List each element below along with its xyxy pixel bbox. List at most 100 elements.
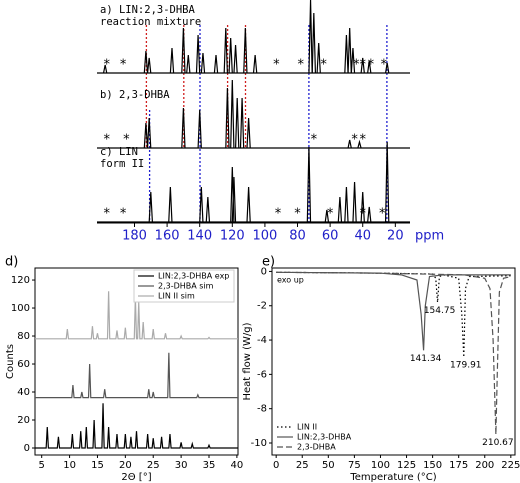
peak [205, 196, 211, 223]
peak-label: 210.67 [482, 438, 514, 448]
peak [223, 27, 228, 74]
x-tick-label: 30 [175, 460, 188, 471]
x-tick-label: 60 [322, 229, 339, 244]
x-tick-label: 160 [155, 229, 180, 244]
sideband-marker: * [359, 58, 366, 73]
peak [168, 186, 173, 223]
peak [200, 52, 206, 74]
spectrum-label: a) LIN:2,3-DHBA [100, 4, 196, 16]
peak [146, 57, 152, 74]
legend-label: LIN:2,3-DHBA exp [158, 272, 229, 281]
y-tick-label: 0 [261, 266, 267, 277]
sideband-marker: * [359, 133, 366, 148]
x-tick-label: 120 [220, 229, 245, 244]
y-tick-label: 80 [17, 331, 30, 342]
x-tick-label: 35 [203, 460, 216, 471]
peak [228, 37, 233, 74]
peak [148, 191, 153, 223]
sideband-marker: * [368, 58, 375, 73]
y-tick-label: 40 [17, 387, 30, 398]
x-tick-label: 25 [296, 460, 309, 471]
peak [169, 47, 175, 74]
x-tick-label: 180 [122, 229, 147, 244]
peak [199, 186, 204, 223]
panel-label: e) [262, 255, 275, 270]
x-tick-label: 80 [289, 229, 306, 244]
peak [357, 139, 362, 149]
x-tick-label: 100 [371, 460, 390, 471]
sideband-marker: * [123, 133, 130, 148]
x-tick-label: 100 [252, 229, 277, 244]
x-tick-label: 125 [397, 460, 416, 471]
x-tick-label: 175 [449, 460, 468, 471]
spectrum-label: form II [100, 158, 144, 170]
y-tick-label: -4 [257, 335, 267, 346]
y-tick-label: 60 [17, 359, 30, 370]
sideband-marker: * [353, 58, 360, 73]
sideband-marker: * [327, 207, 334, 222]
x-tick-label: 10 [63, 460, 76, 471]
peak [316, 42, 321, 74]
legend-label: 2,3-DHBA [297, 443, 336, 452]
peak [306, 146, 312, 223]
sideband-marker: * [298, 58, 305, 73]
x-tick-label: 0 [273, 460, 279, 471]
x-axis-label: 2Θ [°] [121, 472, 151, 483]
spectrum-label: c) LIN [100, 146, 138, 158]
sideband-marker: * [120, 207, 127, 222]
peak [231, 176, 237, 223]
sideband-marker: * [351, 133, 358, 148]
peak [186, 54, 191, 74]
annotation: exo up [277, 276, 304, 285]
y-tick-label: -10 [251, 438, 267, 449]
peak [234, 97, 240, 149]
peak [347, 27, 352, 74]
plot-frame [271, 267, 516, 456]
legend-label: LIN II sim [158, 292, 195, 301]
sideband-marker: * [294, 207, 301, 222]
x-tick-label: 25 [147, 460, 160, 471]
sideband-marker: * [381, 58, 388, 73]
x-tick-label: 200 [475, 460, 494, 471]
peak [384, 141, 390, 223]
x-tick-label: 140 [187, 229, 212, 244]
peak [360, 191, 365, 223]
y-tick-label: -6 [257, 369, 267, 380]
y-axis-label: Counts [5, 344, 16, 379]
sideband-marker: * [311, 133, 318, 148]
peak [230, 79, 235, 149]
peak [350, 47, 356, 74]
peak [344, 186, 349, 223]
peak [181, 107, 186, 149]
sideband-marker: * [120, 58, 127, 73]
peak [233, 44, 238, 74]
sideband-marker: * [273, 58, 280, 73]
plot-frame [34, 267, 239, 456]
sideband-marker: * [379, 207, 386, 222]
x-tick-label: 20 [119, 460, 132, 471]
legend-label: LIN:2,3-DHBA [297, 433, 352, 442]
peak [367, 60, 372, 74]
peak [352, 181, 357, 223]
peak-label: 141.34 [410, 354, 442, 364]
peak [181, 27, 186, 74]
peak [146, 117, 152, 149]
y-tick-label: -2 [257, 301, 267, 312]
x-tick-label: 225 [501, 460, 520, 471]
series-line [35, 352, 238, 399]
legend-label: 2,3-DHBA sim [158, 282, 214, 291]
spectrum-label: b) 2,3-DHBA [100, 89, 170, 101]
peak [367, 206, 372, 223]
peak [239, 97, 245, 149]
peak [337, 196, 343, 223]
y-tick-label: -8 [257, 404, 267, 415]
y-tick-label: 0 [24, 443, 30, 454]
peak [308, 0, 313, 74]
peak [347, 139, 352, 149]
sideband-marker: * [275, 207, 282, 222]
x-tick-label: 150 [423, 460, 442, 471]
peak [311, 12, 317, 74]
x-tick-label: 40 [354, 229, 371, 244]
